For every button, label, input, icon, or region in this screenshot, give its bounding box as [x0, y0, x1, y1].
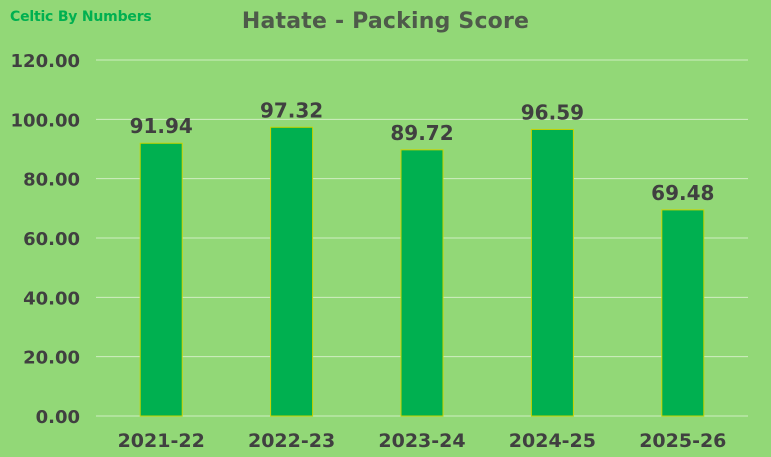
y-tick-label: 80.00	[23, 170, 80, 191]
data-label: 91.94	[130, 114, 193, 138]
data-label: 89.72	[390, 121, 453, 145]
data-label: 96.59	[521, 100, 584, 124]
bar	[139, 142, 183, 417]
x-tick-label: 2022-23	[248, 430, 335, 452]
x-tick-label: 2021-22	[118, 430, 205, 452]
data-labels: 91.94 97.32 89.72 96.59 69.48	[130, 98, 715, 205]
x-tick-label: 2023-24	[378, 430, 465, 452]
bar	[530, 128, 574, 417]
y-tick-label: 20.00	[23, 348, 80, 369]
bar	[270, 126, 314, 417]
x-tick-label: 2025-26	[639, 430, 726, 452]
bar	[661, 209, 705, 417]
bars	[139, 126, 705, 417]
y-tick-label: 40.00	[23, 288, 80, 309]
y-tick-label: 100.00	[11, 110, 80, 131]
y-tick-label: 120.00	[11, 51, 80, 72]
bar	[400, 149, 444, 417]
watermark-logo-text: Celtic By Numbers	[10, 9, 152, 25]
data-label: 97.32	[260, 98, 323, 122]
x-axis-ticks: 2021-22 2022-23 2023-24 2024-25 2025-26	[118, 430, 727, 452]
y-tick-label: 60.00	[23, 229, 80, 250]
y-axis-ticks: 0.00 20.00 40.00 60.00 80.00 100.00 120.00	[11, 51, 80, 428]
chart-title: Hatate - Packing Score	[241, 9, 530, 34]
x-tick-label: 2024-25	[509, 430, 596, 452]
data-label: 69.48	[651, 181, 714, 205]
y-tick-label: 0.00	[36, 407, 80, 428]
